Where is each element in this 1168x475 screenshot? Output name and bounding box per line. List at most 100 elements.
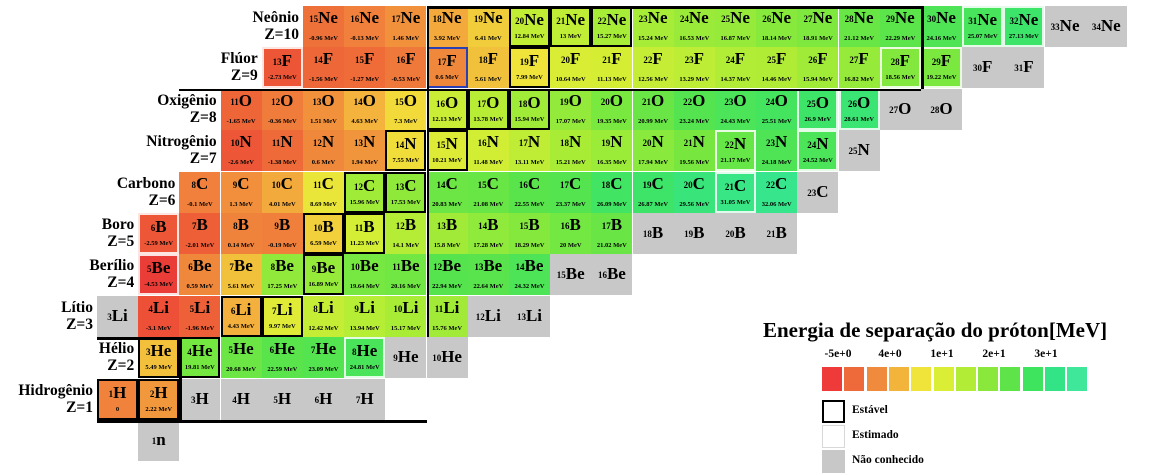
isotope-cell-o-14[interactable]: 14O 4.63 MeV <box>344 88 386 130</box>
isotope-cell-o-23[interactable]: 23O 24.43 MeV <box>715 88 756 130</box>
isotope-cell-n-13[interactable]: 13N 1.94 MeV <box>344 130 386 172</box>
isotope-cell-o-20[interactable]: 20O 19.35 MeV <box>591 88 633 130</box>
isotope-cell-be-10[interactable]: 10Be 19.64 MeV <box>344 254 386 296</box>
isotope-cell-n-1[interactable]: 1n <box>138 420 180 461</box>
isotope-cell-be-15[interactable]: 15Be <box>550 254 592 296</box>
isotope-cell-ne-25[interactable]: 25Ne 16.87 MeV <box>715 6 756 47</box>
isotope-cell-be-16[interactable]: 16Be <box>591 254 633 296</box>
isotope-cell-li-5[interactable]: 5Li -1.96 MeV <box>179 295 221 337</box>
isotope-cell-o-25[interactable]: 25O 26.9 MeV <box>797 88 839 130</box>
isotope-cell-h-7[interactable]: 7H <box>344 378 386 420</box>
isotope-cell-li-7[interactable]: 7Li 9.97 MeV <box>261 295 303 337</box>
isotope-cell-ne-15[interactable]: 15Ne -0.96 MeV <box>303 6 344 47</box>
isotope-cell-n-15[interactable]: 15N 10.21 MeV <box>426 130 468 172</box>
isotope-cell-n-22[interactable]: 22N 21.17 MeV <box>715 130 756 172</box>
isotope-cell-n-21[interactable]: 21N 19.56 MeV <box>673 130 715 172</box>
isotope-cell-f-26[interactable]: 26F 15.94 MeV <box>797 47 839 89</box>
isotope-cell-f-31[interactable]: 31F <box>1003 47 1045 89</box>
isotope-cell-n-24[interactable]: 24N 24.52 MeV <box>797 130 839 172</box>
isotope-cell-b-14[interactable]: 14B 17.28 MeV <box>467 213 509 254</box>
isotope-cell-o-13[interactable]: 13O 1.51 MeV <box>303 88 344 130</box>
isotope-cell-ne-21[interactable]: 21Ne 13 MeV <box>550 6 592 47</box>
isotope-cell-c-14[interactable]: 14C 20.83 MeV <box>426 171 468 213</box>
isotope-cell-o-11[interactable]: 11O -1.65 MeV <box>220 88 262 130</box>
isotope-cell-o-15[interactable]: 15O 7.3 MeV <box>385 88 427 130</box>
isotope-cell-ne-33[interactable]: 33Ne <box>1044 6 1086 47</box>
isotope-cell-he-6[interactable]: 6He 22.59 MeV <box>261 337 303 379</box>
isotope-cell-o-21[interactable]: 21O 20.99 MeV <box>632 88 674 130</box>
isotope-cell-n-23[interactable]: 23N 24.18 MeV <box>756 130 798 172</box>
isotope-cell-ne-31[interactable]: 31Ne 25.07 MeV <box>962 6 1004 47</box>
isotope-cell-li-10[interactable]: 10Li 15.17 MeV <box>385 295 427 337</box>
isotope-cell-n-20[interactable]: 20N 17.94 MeV <box>632 130 674 172</box>
isotope-cell-ne-32[interactable]: 32Ne 27.13 MeV <box>1003 6 1045 47</box>
isotope-cell-b-11[interactable]: 11B 11.23 MeV <box>344 213 386 254</box>
isotope-cell-ne-19[interactable]: 19Ne 6.41 MeV <box>467 6 509 47</box>
isotope-cell-h-6[interactable]: 6H <box>303 378 344 420</box>
isotope-cell-ne-29[interactable]: 29Ne 22.29 MeV <box>879 6 921 47</box>
isotope-cell-ne-27[interactable]: 27Ne 18.91 MeV <box>797 6 839 47</box>
isotope-cell-b-12[interactable]: 12B 14.1 MeV <box>385 213 427 254</box>
isotope-cell-ne-18[interactable]: 18Ne 3.92 MeV <box>426 6 468 47</box>
isotope-cell-f-19[interactable]: 19F 7.99 MeV <box>509 47 550 89</box>
isotope-cell-ne-20[interactable]: 20Ne 12.84 MeV <box>509 6 550 47</box>
isotope-cell-b-7[interactable]: 7B -2.01 MeV <box>179 213 221 254</box>
isotope-cell-h-2[interactable]: 2H 2.22 MeV <box>138 378 180 420</box>
isotope-cell-b-20[interactable]: 20B <box>715 213 756 254</box>
isotope-cell-li-12[interactable]: 12Li <box>467 295 509 337</box>
isotope-cell-c-16[interactable]: 16C 22.55 MeV <box>509 171 550 213</box>
isotope-cell-b-16[interactable]: 16B 20 MeV <box>550 213 592 254</box>
isotope-cell-b-6[interactable]: 6B -2.59 MeV <box>138 213 180 254</box>
isotope-cell-o-17[interactable]: 17O 13.78 MeV <box>467 88 509 130</box>
isotope-cell-he-8[interactable]: 8He 24.81 MeV <box>344 337 386 379</box>
isotope-cell-b-18[interactable]: 18B <box>632 213 674 254</box>
isotope-cell-o-26[interactable]: 26O 28.61 MeV <box>838 88 880 130</box>
isotope-cell-ne-24[interactable]: 24Ne 16.53 MeV <box>673 6 715 47</box>
isotope-cell-o-12[interactable]: 12O -0.36 MeV <box>261 88 303 130</box>
isotope-cell-c-17[interactable]: 17C 23.37 MeV <box>550 171 592 213</box>
isotope-cell-c-20[interactable]: 20C 29.56 MeV <box>673 171 715 213</box>
isotope-cell-o-24[interactable]: 24O 25.51 MeV <box>756 88 798 130</box>
isotope-cell-b-8[interactable]: 8B 0.14 MeV <box>220 213 262 254</box>
isotope-cell-f-13[interactable]: 13F -2.73 MeV <box>261 47 303 89</box>
isotope-cell-n-17[interactable]: 17N 13.11 MeV <box>509 130 550 172</box>
isotope-cell-h-4[interactable]: 4H <box>220 378 262 420</box>
isotope-cell-c-9[interactable]: 9C 1.3 MeV <box>220 171 262 213</box>
isotope-cell-ne-26[interactable]: 26Ne 18.14 MeV <box>756 6 798 47</box>
isotope-cell-o-18[interactable]: 18O 15.94 MeV <box>509 88 550 130</box>
isotope-cell-be-6[interactable]: 6Be 0.59 MeV <box>179 254 221 296</box>
isotope-cell-he-3[interactable]: 3He 5.49 MeV <box>138 337 180 379</box>
isotope-cell-be-14[interactable]: 14Be 24.32 MeV <box>509 254 550 296</box>
isotope-cell-f-27[interactable]: 27F 16.82 MeV <box>838 47 880 89</box>
isotope-cell-h-5[interactable]: 5H <box>261 378 303 420</box>
isotope-cell-b-19[interactable]: 19B <box>673 213 715 254</box>
isotope-cell-n-19[interactable]: 19N 16.35 MeV <box>591 130 633 172</box>
isotope-cell-c-15[interactable]: 15C 21.08 MeV <box>467 171 509 213</box>
isotope-cell-f-28[interactable]: 28F 18.56 MeV <box>879 47 921 89</box>
isotope-cell-n-16[interactable]: 16N 11.48 MeV <box>467 130 509 172</box>
isotope-cell-b-10[interactable]: 10B 6.59 MeV <box>303 213 344 254</box>
isotope-cell-o-27[interactable]: 27O <box>879 88 921 130</box>
isotope-cell-f-30[interactable]: 30F <box>962 47 1004 89</box>
isotope-cell-c-13[interactable]: 13C 17.53 MeV <box>385 171 427 213</box>
isotope-cell-f-22[interactable]: 22F 12.56 MeV <box>632 47 674 89</box>
isotope-cell-ne-22[interactable]: 22Ne 15.27 MeV <box>591 6 633 47</box>
isotope-cell-c-12[interactable]: 12C 15.96 MeV <box>344 171 386 213</box>
isotope-cell-he-7[interactable]: 7He 23.09 MeV <box>303 337 344 379</box>
isotope-cell-n-12[interactable]: 12N 0.6 MeV <box>303 130 344 172</box>
isotope-cell-c-22[interactable]: 22C 32.06 MeV <box>756 171 798 213</box>
isotope-cell-c-8[interactable]: 8C -0.1 MeV <box>179 171 221 213</box>
isotope-cell-n-11[interactable]: 11N -1.38 MeV <box>261 130 303 172</box>
isotope-cell-f-15[interactable]: 15F -1.27 MeV <box>344 47 386 89</box>
isotope-cell-f-18[interactable]: 18F 5.61 MeV <box>467 47 509 89</box>
isotope-cell-be-13[interactable]: 13Be 22.64 MeV <box>467 254 509 296</box>
isotope-cell-ne-28[interactable]: 28Ne 21.12 MeV <box>838 6 880 47</box>
isotope-cell-n-18[interactable]: 18N 15.21 MeV <box>550 130 592 172</box>
isotope-cell-o-16[interactable]: 16O 12.13 MeV <box>426 88 468 130</box>
isotope-cell-ne-34[interactable]: 34Ne <box>1085 6 1127 47</box>
isotope-cell-li-11[interactable]: 11Li 15.76 MeV <box>426 295 468 337</box>
isotope-cell-o-19[interactable]: 19O 17.07 MeV <box>550 88 592 130</box>
isotope-cell-b-21[interactable]: 21B <box>756 213 798 254</box>
isotope-cell-li-3[interactable]: 3Li <box>97 295 138 337</box>
isotope-cell-f-16[interactable]: 16F -0.53 MeV <box>385 47 427 89</box>
